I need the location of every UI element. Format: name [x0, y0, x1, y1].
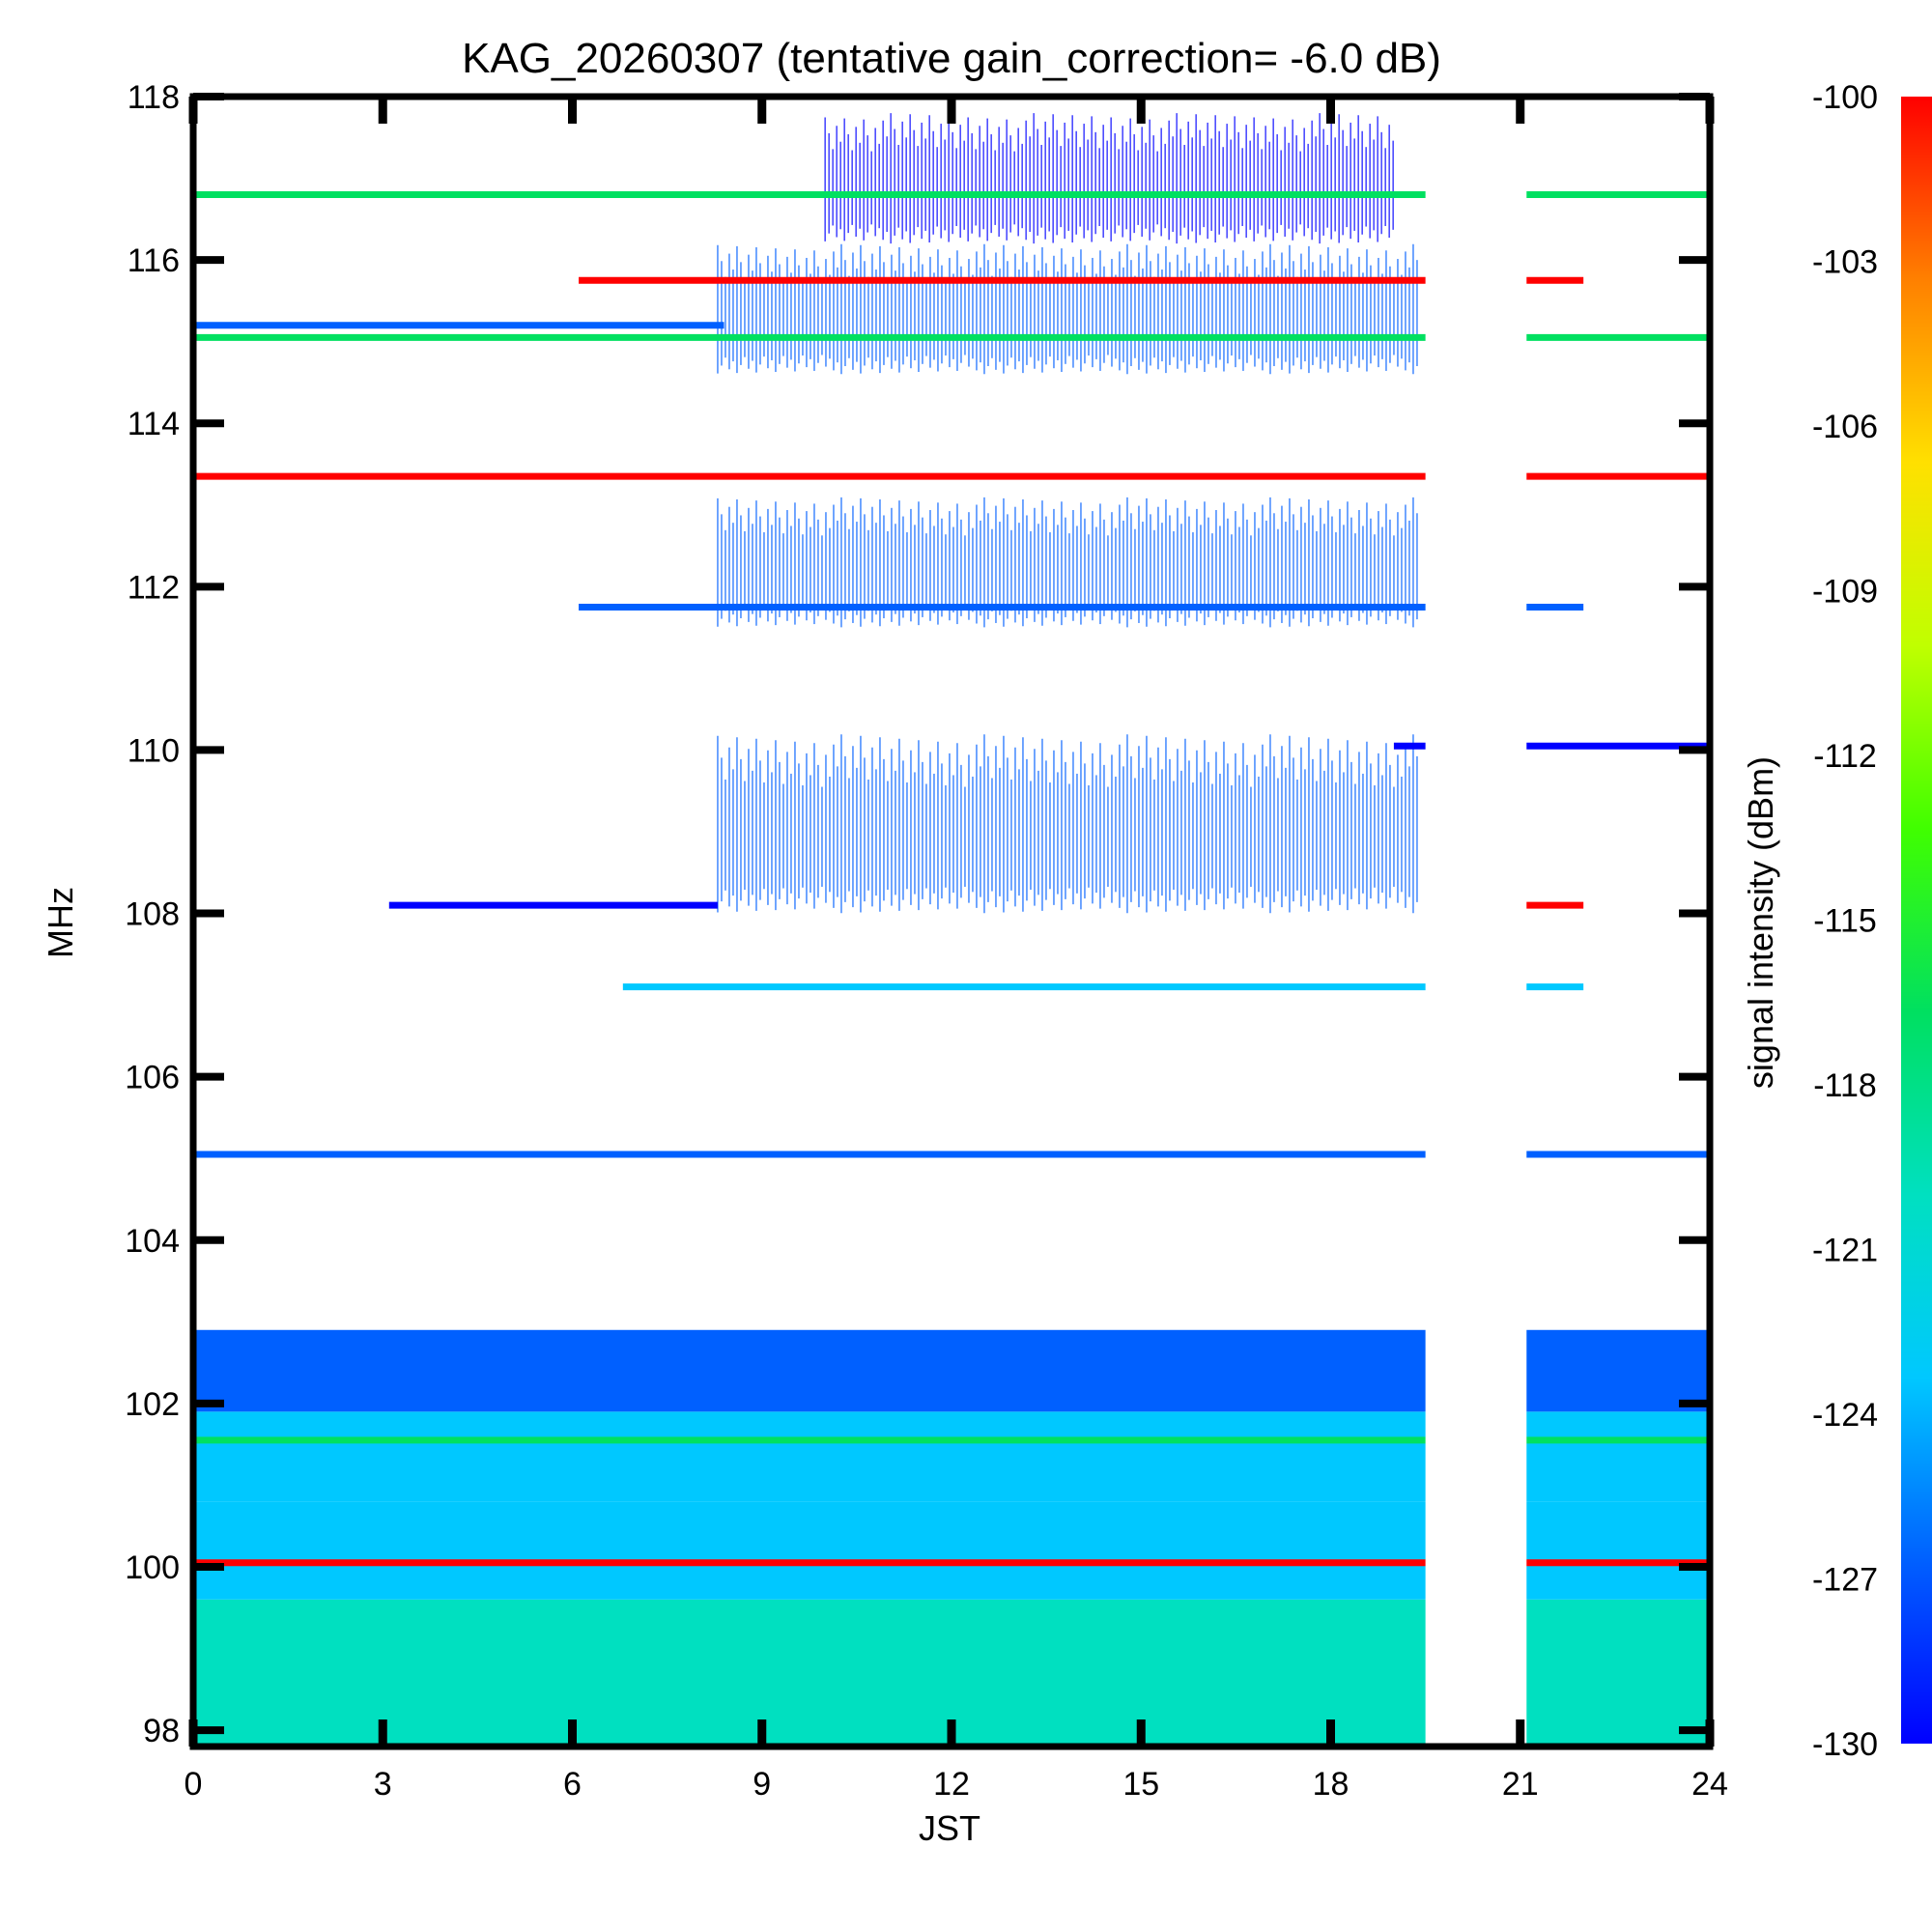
y-tick-label: 106 — [125, 1060, 180, 1096]
activity-region-2 — [717, 243, 1418, 375]
colorbar-tick-label: -118 — [1813, 1067, 1877, 1104]
chart-title: KAG_20260307 (tentative gain_correction=… — [462, 35, 1441, 82]
colorbar-tick-label: -121 — [1812, 1233, 1878, 1269]
activity-region-1 — [717, 497, 1418, 628]
activity-regions — [717, 113, 1418, 914]
y-tick-label: 118 — [128, 79, 180, 116]
x-tick-label: 0 — [185, 1766, 203, 1803]
x-tick-label: 3 — [374, 1766, 392, 1803]
colorbar-tick-label: -100 — [1812, 79, 1878, 116]
y-tick-label: 110 — [128, 732, 180, 769]
carrier-lines — [193, 190, 1710, 1567]
colorbar — [1901, 97, 1932, 1744]
y-tick-label: 114 — [128, 406, 180, 442]
x-tick-label: 6 — [563, 1766, 582, 1803]
y-axis-label: MHz — [41, 887, 80, 958]
colorbar-tick-label: -115 — [1813, 903, 1877, 940]
y-tick-label: 100 — [125, 1549, 180, 1586]
x-axis-label: JST — [919, 1808, 980, 1848]
y-tick-label: 112 — [128, 569, 180, 606]
x-tick-label: 15 — [1122, 1766, 1159, 1803]
y-tick-label: 116 — [128, 242, 180, 279]
colorbar-tick-label: -124 — [1812, 1397, 1878, 1434]
activity-region-0 — [717, 734, 1418, 914]
y-tick-label: 102 — [125, 1386, 180, 1423]
colorbar-tick-label: -127 — [1812, 1562, 1878, 1599]
x-tick-label: 12 — [933, 1766, 970, 1803]
colorbar-tick-label: -112 — [1813, 738, 1877, 775]
colorbar-tick-label: -109 — [1812, 574, 1878, 611]
activity-region-3 — [824, 113, 1394, 244]
y-tick-label: 98 — [143, 1713, 180, 1749]
x-tick-label: 9 — [753, 1766, 771, 1803]
colorbar-tick-label: -130 — [1812, 1726, 1878, 1763]
y-tick-label: 104 — [125, 1223, 180, 1260]
x-axis-ticks: 0 3 6 9 12 15 18 21 24 — [185, 97, 1728, 1803]
data-gap — [1425, 97, 1527, 1747]
x-tick-label: 18 — [1313, 1766, 1350, 1803]
y-axis-ticks: 98 100 102 104 106 108 110 112 114 116 118 — [125, 79, 1710, 1749]
colorbar-tick-label: -106 — [1812, 409, 1878, 445]
colorbar-tick-label: -103 — [1812, 244, 1878, 281]
x-tick-label: 24 — [1691, 1766, 1728, 1803]
x-tick-label: 21 — [1502, 1766, 1539, 1803]
colorbar-label: signal intensity (dBm) — [1741, 756, 1780, 1089]
y-tick-label: 108 — [125, 896, 180, 933]
colorbar-ticks: -100 -103 -106 -109 -112 -115 -118 -121 -124 -127… — [1812, 79, 1878, 1763]
